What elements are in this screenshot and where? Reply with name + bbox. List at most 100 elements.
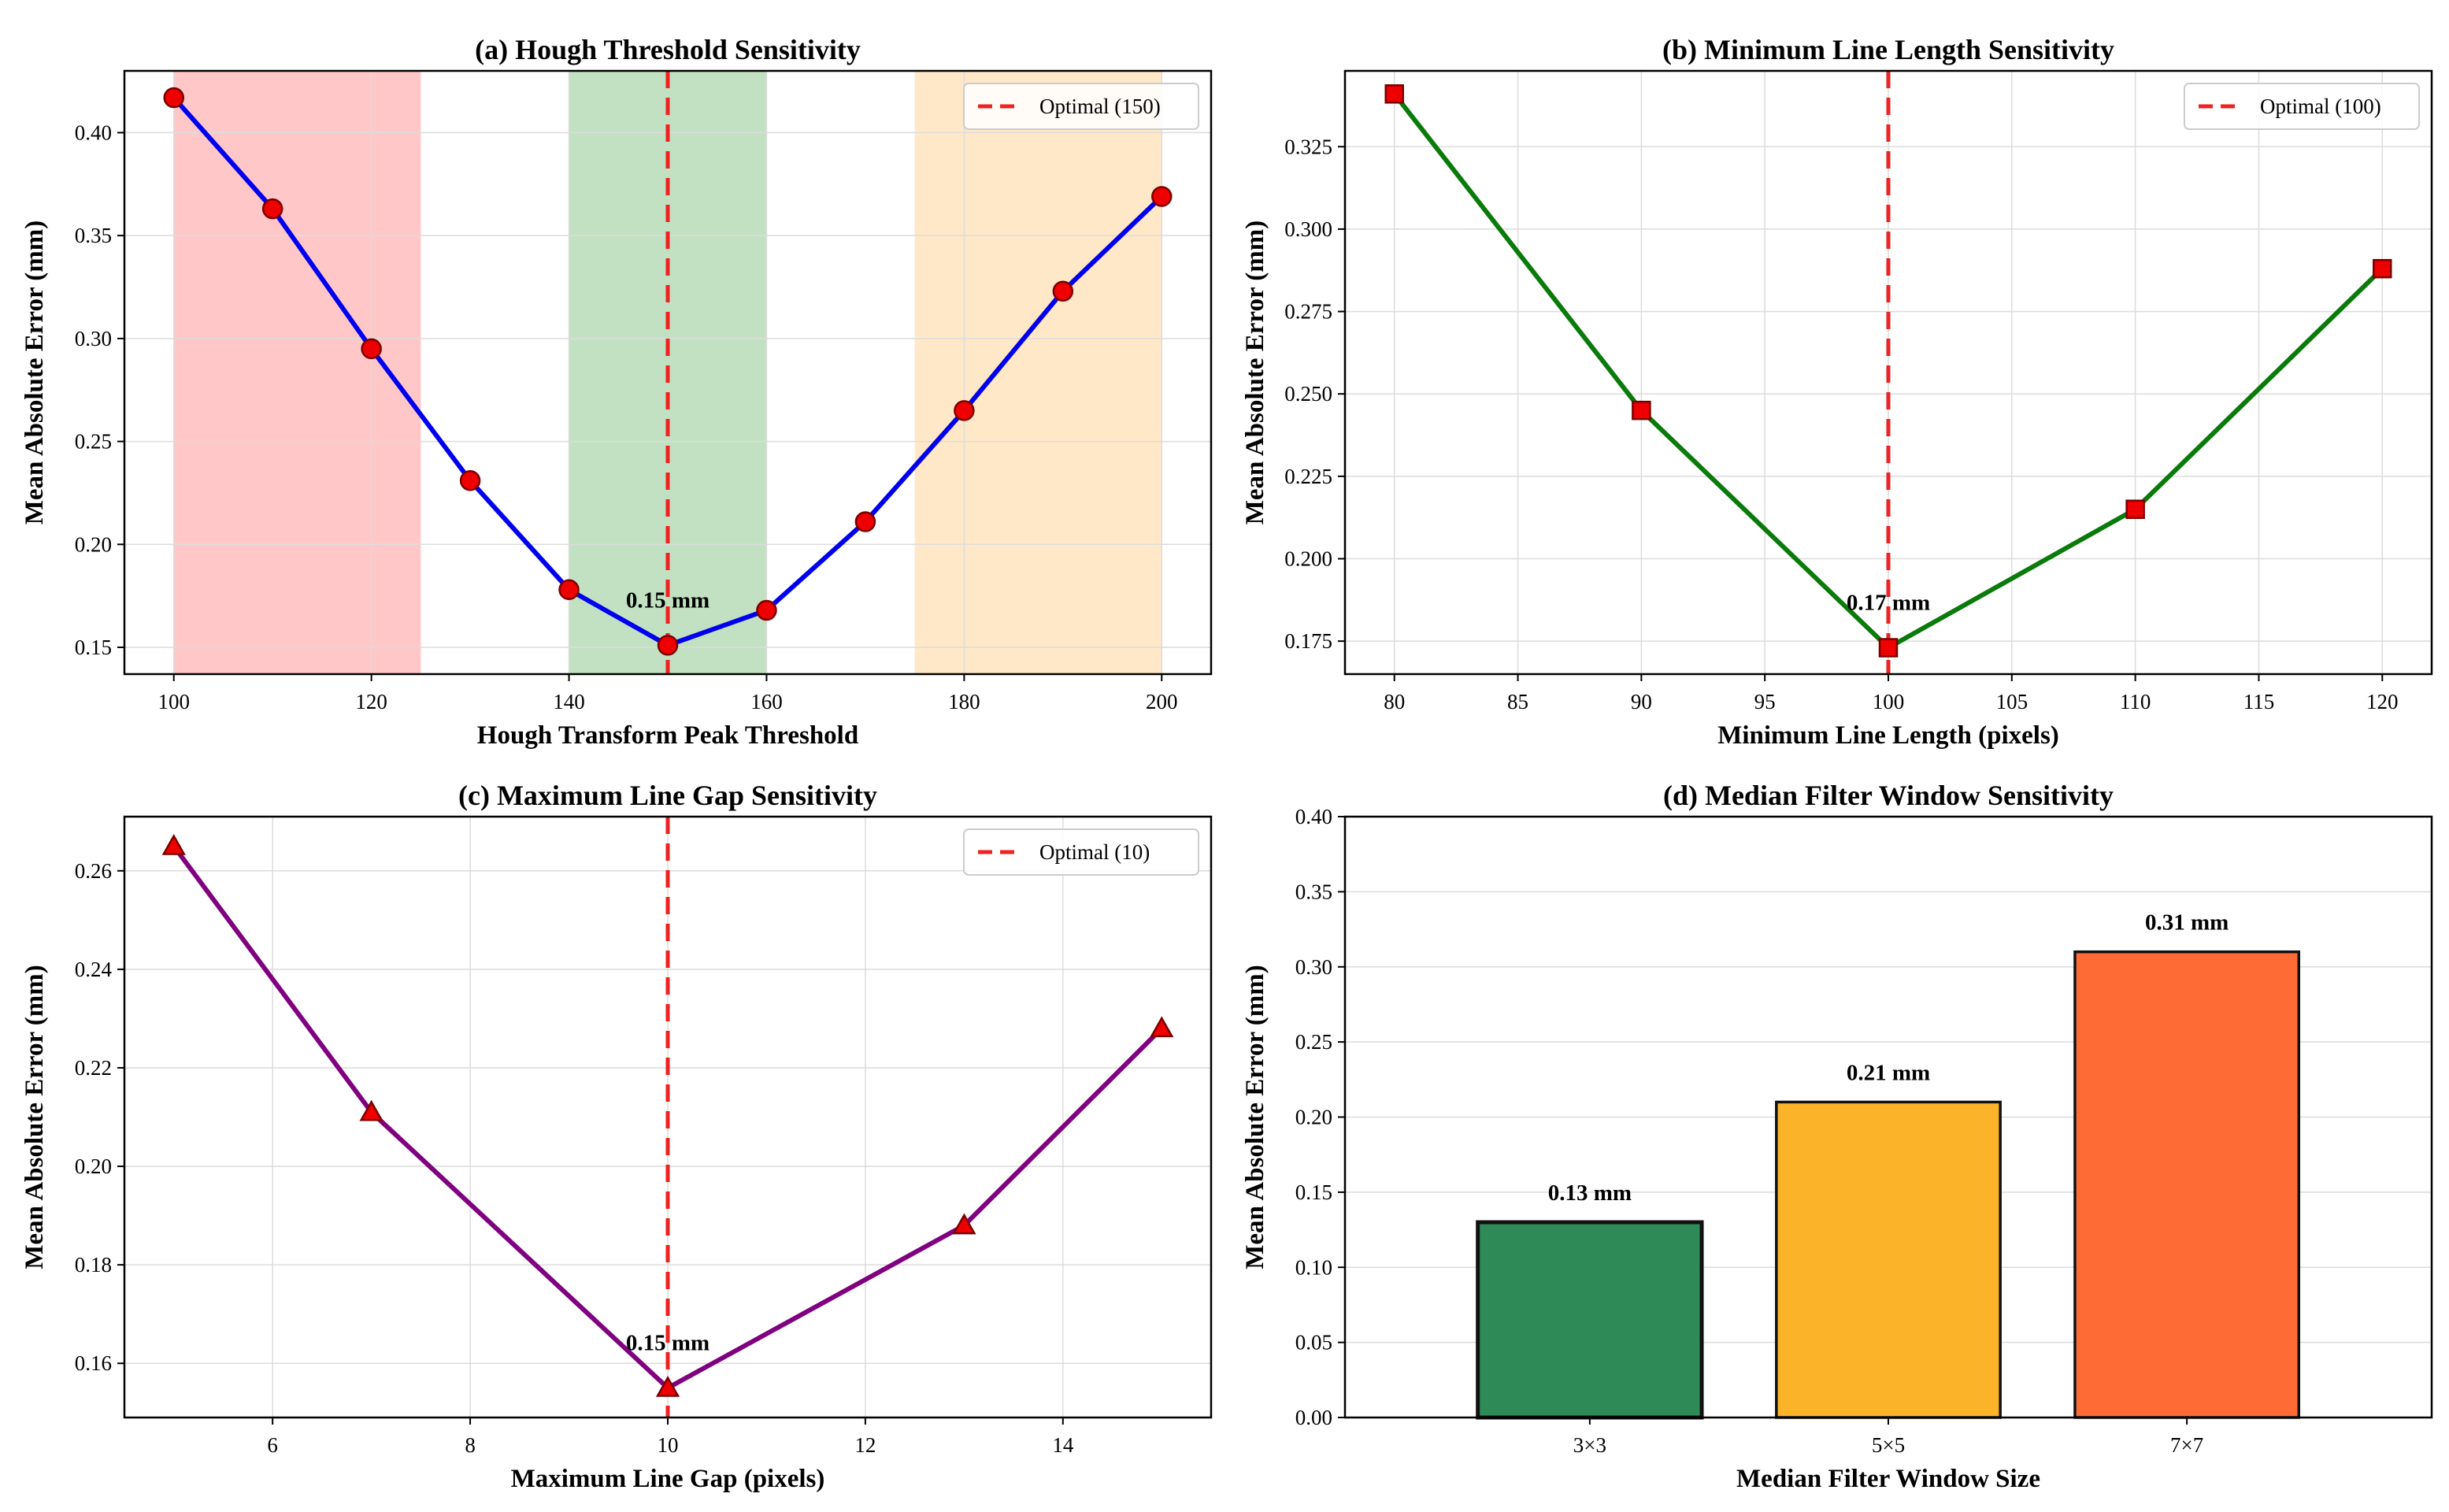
y-tick-label: 0.25 [75,430,112,454]
plot-frame [1343,815,2433,1419]
y-tick-label: 0.15 [1295,1180,1332,1204]
data-point [954,400,975,421]
y-tick-label: 0.20 [1295,1106,1332,1129]
x-tick-label: 12 [854,1433,876,1457]
x-axis-label: Minimum Line Length (pixels) [1717,721,2059,750]
x-tick-label: 80 [1384,690,1405,713]
legend-label: Optimal (150) [1039,94,1161,118]
x-tick-label: 120 [355,690,387,713]
y-tick-label: 0.26 [75,859,112,883]
x-tick-label: 115 [2243,690,2275,713]
y-tick-label: 0.05 [1295,1331,1332,1354]
y-tick-label: 0.40 [75,120,112,144]
y-tick-label: 0.24 [75,958,113,981]
data-point [359,1099,383,1121]
data-point [261,198,283,220]
chart-panel-a: 0.15 0.20 0.25 0.30 0.35 0.40 100 120 140 160 180 2… [20,34,1213,750]
data-point [459,470,481,491]
x-tick-label: 3×3 [1573,1433,1606,1457]
y-axis-label: Mean Absolute Error (mm) [20,965,49,1269]
x-tick-label: 8 [465,1433,476,1457]
x-tick-label: 6 [267,1433,278,1457]
bar-value-label: 0.21 mm [1847,1060,1930,1085]
x-tick-label: 100 [1873,690,1905,713]
x-tick-label: 90 [1631,690,1652,713]
y-tick-label: 0.275 [1284,300,1332,324]
chart-panel-c: 0.16 0.18 0.20 0.22 0.24 0.26 6 8 10 12 14 0.15 mm O… [20,780,1213,1493]
bar-value-label: 0.31 mm [2145,910,2229,936]
x-tick-label: 120 [2366,690,2399,713]
x-tick-label: 5×5 [1872,1433,1905,1457]
bar [2073,950,2301,1419]
x-tick-label: 110 [2120,690,2151,713]
chart-title: (b) Minimum Line Length Sensitivity [1662,34,2114,65]
bar [1775,1100,2002,1419]
shaded-band [173,71,421,674]
data-point [163,87,184,109]
chart-panel-d: 0.00 0.05 0.10 0.15 0.20 0.25 0.30 0.35 0.40 3×3 5… [1241,780,2433,1493]
y-tick-label: 0.250 [1284,382,1332,406]
data-point [1384,84,1404,104]
y-tick-label: 0.30 [1295,955,1332,979]
y-tick-label: 0.25 [1295,1030,1332,1054]
min-value-annotation: 0.17 mm [1847,591,1930,616]
data-point [1632,400,1651,421]
y-tick-label: 0.10 [1295,1255,1332,1279]
x-tick-label: 160 [750,690,783,713]
data-point [558,579,580,601]
min-value-annotation: 0.15 mm [626,1330,710,1355]
y-tick-label: 0.00 [1295,1406,1332,1429]
x-tick-label: 7×7 [2170,1433,2203,1457]
bar [1476,1220,1704,1420]
chart-panel-b: 0.175 0.200 0.225 0.250 0.275 0.300 0.325 80 85 9… [1241,34,2433,750]
x-tick-label: 10 [658,1433,679,1457]
y-tick-label: 0.225 [1284,465,1332,488]
y-tick-label: 0.22 [75,1056,112,1080]
y-tick-label: 0.200 [1284,547,1332,570]
data-point [655,1375,680,1397]
x-tick-label: 180 [948,690,980,713]
y-tick-label: 0.15 [75,636,112,659]
data-point [756,599,777,621]
chart-title: (c) Maximum Line Gap Sensitivity [458,780,877,811]
plot-frame [123,69,1213,676]
x-tick-label: 14 [1052,1433,1074,1457]
x-tick-label: 95 [1754,690,1776,713]
y-tick-label: 0.175 [1284,629,1332,653]
legend-box [2184,83,2420,130]
data-point [1150,1016,1174,1038]
y-tick-label: 0.30 [75,327,112,350]
plot-frame [123,815,1213,1419]
y-axis-label: Mean Absolute Error (mm) [1241,220,1269,524]
y-tick-label: 0.20 [75,1154,112,1178]
y-tick-label: 0.35 [1295,880,1332,903]
data-point [161,833,186,855]
y-tick-label: 0.35 [75,224,112,247]
data-point [2125,499,2145,519]
y-tick-label: 0.40 [1295,805,1332,828]
x-tick-label: 85 [1507,690,1528,713]
chart-title: (d) Median Filter Window Sensitivity [1663,780,2114,811]
legend-label: Optimal (100) [2260,94,2381,118]
legend-label: Optimal (10) [1039,840,1150,864]
x-axis-label: Maximum Line Gap (pixels) [511,1465,825,1493]
x-tick-label: 100 [157,690,190,713]
data-point [1878,638,1899,658]
data-point [854,511,876,532]
data-point [2373,258,2392,279]
y-axis-label: Mean Absolute Error (mm) [20,220,49,524]
x-tick-label: 200 [1146,690,1178,713]
plot-frame [1343,69,2433,676]
data-point [657,635,679,656]
data-point [1151,186,1173,207]
chart-title: (a) Hough Threshold Sensitivity [475,34,861,65]
legend-box [963,83,1199,130]
data-point [361,338,382,360]
x-axis-label: Median Filter Window Size [1736,1465,2040,1493]
x-tick-label: 140 [553,690,585,713]
bar-value-label: 0.13 mm [1548,1180,1632,1206]
x-tick-label: 105 [1996,690,2028,713]
y-tick-label: 0.16 [75,1351,112,1375]
legend-box [963,828,1199,876]
